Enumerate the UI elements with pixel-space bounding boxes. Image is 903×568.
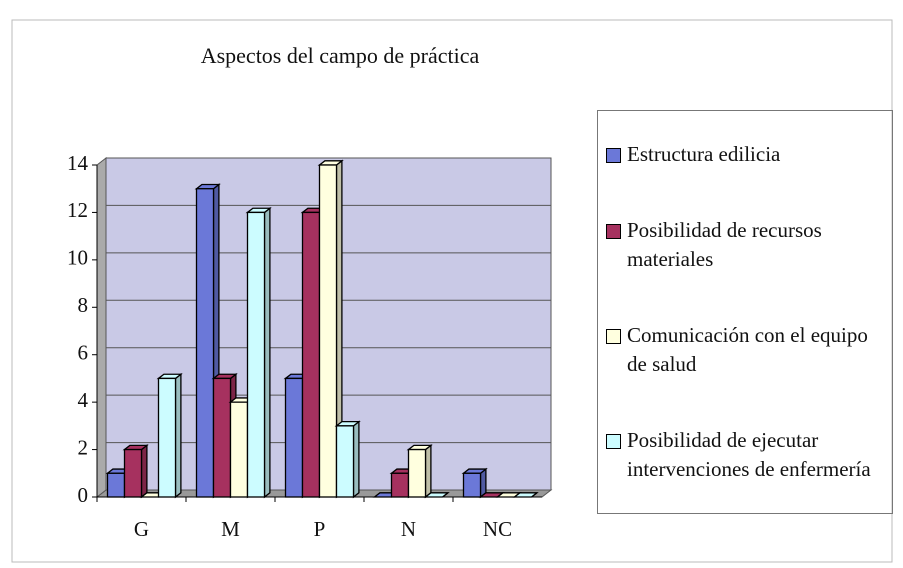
legend-label: Posibilidad de recursos materiales [627, 218, 822, 272]
bar [284, 377, 304, 498]
y-tick-label: 4 [78, 388, 89, 412]
bar-side [174, 372, 182, 499]
bar [390, 472, 410, 498]
bar-group [423, 492, 450, 498]
bar-group [122, 444, 149, 499]
bar [106, 472, 126, 498]
legend-entry: Posibilidad de recursos materiales [606, 216, 884, 274]
bar-group [461, 467, 488, 499]
legend-label: Comunicación con el equipo de salud [627, 322, 868, 376]
legend-swatch [606, 224, 621, 240]
bar-group [406, 444, 433, 499]
y-tick-label: 8 [78, 293, 89, 317]
bar-side [263, 206, 271, 499]
bar [318, 164, 338, 498]
bar [229, 401, 249, 498]
legend-entry: Comunicación con el equipo de salud [606, 321, 884, 379]
legend-entry: Posibilidad de ejecutar intervenciones d… [606, 426, 884, 484]
y-tick-label: 2 [78, 435, 89, 459]
y-tick-label: 6 [78, 341, 89, 365]
x-tick-label: N [401, 517, 416, 541]
legend-swatch [606, 148, 621, 164]
bar-side [352, 420, 360, 499]
x-tick-label: G [134, 517, 149, 541]
y-tick-label: 10 [67, 246, 88, 270]
bar-side [424, 444, 432, 499]
x-tick-label: NC [483, 517, 512, 541]
bar-top [423, 492, 450, 498]
bar-top [512, 492, 539, 498]
bar [301, 211, 321, 498]
bar [462, 472, 482, 498]
y-tick-label: 12 [67, 198, 88, 222]
bar [212, 377, 232, 498]
y-tick-label: 14 [67, 151, 89, 175]
bar-group [245, 206, 272, 499]
legend-swatch [606, 328, 621, 344]
legend-label: Estructura edilicia [627, 142, 781, 167]
x-tick-label: P [314, 517, 326, 541]
legend-label: Posibilidad de ejecutar intervenciones d… [627, 427, 871, 481]
legend-swatch [606, 433, 621, 449]
bar-group [334, 420, 361, 499]
bar [335, 425, 355, 498]
y-tick-label: 0 [78, 483, 89, 507]
bar-group [512, 492, 539, 498]
bar-side [140, 444, 148, 499]
bar [123, 448, 143, 498]
legend: Estructura edilicia Posibilidad de recurs… [597, 110, 893, 514]
x-tick-label: M [221, 517, 240, 541]
plot-side-wall [96, 156, 107, 499]
bar [407, 448, 427, 498]
legend-entry: Estructura edilicia [606, 140, 884, 169]
chart-title: Aspectos del campo de práctica [200, 43, 480, 68]
bar [246, 211, 266, 498]
bar [157, 377, 177, 498]
bar-group [156, 372, 183, 499]
bar [195, 188, 215, 498]
